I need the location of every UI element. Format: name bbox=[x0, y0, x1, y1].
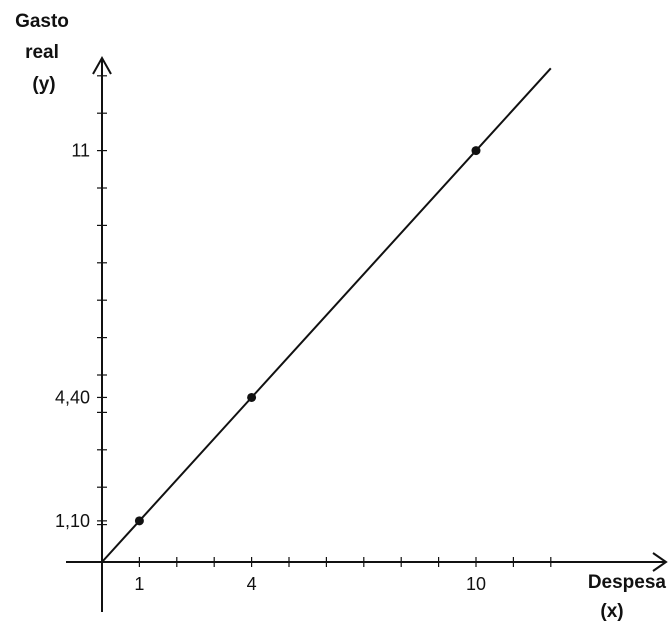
y-tick-label: 11 bbox=[71, 141, 90, 161]
x-tick-label: 10 bbox=[466, 574, 486, 594]
x-axis-title-line-2: (x) bbox=[600, 601, 623, 622]
y-axis-title-line-3: (y) bbox=[32, 74, 55, 95]
x-axis-arrowhead bbox=[652, 552, 668, 572]
x-tick-label: 1 bbox=[134, 574, 144, 594]
data-points bbox=[134, 146, 481, 526]
y-axis-arrowhead bbox=[92, 55, 112, 75]
tick-labels: 1 4 10 1,10 4,40 11 bbox=[55, 141, 486, 594]
y-axis-title-line-2: real bbox=[25, 42, 59, 63]
y-tick-label: 1,10 bbox=[55, 511, 90, 531]
data-point bbox=[247, 392, 257, 402]
x-axis-title-line-1: Despesa bbox=[588, 572, 667, 593]
y-tick-label: 4,40 bbox=[55, 387, 90, 407]
data-point bbox=[471, 146, 481, 156]
data-point bbox=[134, 516, 144, 526]
y-axis-title-line-1: Gasto bbox=[15, 11, 69, 32]
x-tick-label: 4 bbox=[247, 574, 257, 594]
series-line bbox=[101, 67, 552, 563]
